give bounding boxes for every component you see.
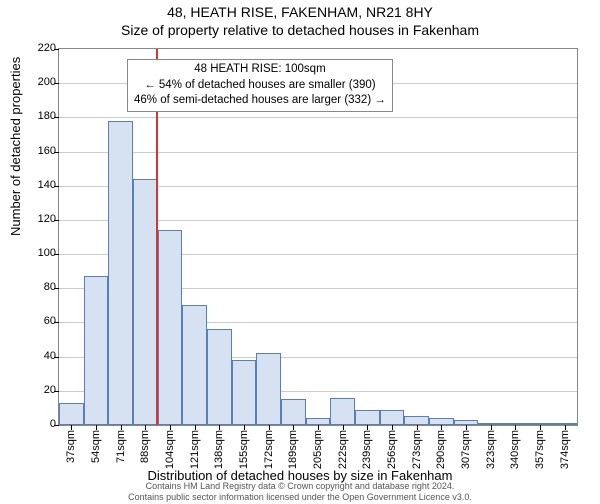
x-tick-label: 222sqm [337, 430, 349, 469]
histogram-bar [355, 410, 380, 425]
y-tick-label: 20 [26, 384, 56, 396]
histogram-bar [108, 121, 133, 425]
footer-line2: Contains public sector information licen… [0, 492, 600, 502]
histogram-bar [281, 399, 306, 425]
x-tick-label: 256sqm [386, 430, 398, 469]
grid-line [59, 152, 577, 153]
y-tick-label: 120 [26, 213, 56, 225]
x-tick-label: 189sqm [287, 430, 299, 469]
x-tick-label: 121sqm [189, 430, 201, 469]
annotation-line1: 48 HEATH RISE: 100sqm [134, 62, 386, 78]
footer-attribution: Contains HM Land Registry data © Crown c… [0, 481, 600, 502]
histogram-bar [207, 329, 232, 425]
y-tick-label: 180 [26, 110, 56, 122]
x-tick-label: 290sqm [435, 430, 447, 469]
x-tick-label: 71sqm [115, 430, 127, 463]
histogram-bar [429, 418, 454, 425]
x-tick-label: 340sqm [509, 430, 521, 469]
histogram-bar [182, 305, 207, 425]
histogram-bar [158, 230, 183, 425]
x-tick-label: 155sqm [238, 430, 250, 469]
histogram-bar [232, 360, 257, 425]
chart-plot-area: 37sqm54sqm71sqm88sqm104sqm121sqm138sqm15… [58, 48, 578, 426]
y-tick-label: 0 [26, 418, 56, 430]
y-tick-label: 40 [26, 350, 56, 362]
y-axis-label: Number of detached properties [8, 57, 23, 236]
annotation-line2: ← 54% of detached houses are smaller (39… [134, 78, 386, 94]
histogram-bar [133, 179, 158, 425]
x-tick-label: 104sqm [164, 430, 176, 469]
x-tick-label: 239sqm [361, 430, 373, 469]
page-title-sub: Size of property relative to detached ho… [0, 22, 600, 38]
histogram-bar [256, 353, 281, 425]
y-tick-label: 200 [26, 76, 56, 88]
histogram-bar [380, 410, 405, 425]
histogram-bar [59, 403, 84, 425]
x-tick-label: 205sqm [312, 430, 324, 469]
x-tick-label: 54sqm [90, 430, 102, 463]
x-tick-label: 307sqm [460, 430, 472, 469]
x-tick-label: 323sqm [485, 430, 497, 469]
y-tick-label: 160 [26, 145, 56, 157]
x-tick-label: 273sqm [411, 430, 423, 469]
grid-line [59, 117, 577, 118]
page-title-address: 48, HEATH RISE, FAKENHAM, NR21 8HY [0, 4, 600, 20]
histogram-bar [84, 276, 109, 425]
y-tick-label: 100 [26, 247, 56, 259]
x-tick-label: 357sqm [534, 430, 546, 469]
histogram-bar [306, 418, 331, 425]
annotation-line3: 46% of semi-detached houses are larger (… [134, 93, 386, 109]
x-tick-label: 88sqm [139, 430, 151, 463]
y-tick-label: 80 [26, 281, 56, 293]
x-tick-label: 374sqm [559, 430, 571, 469]
y-tick-label: 60 [26, 315, 56, 327]
footer-line1: Contains HM Land Registry data © Crown c… [0, 481, 600, 491]
y-tick-label: 220 [26, 42, 56, 54]
y-tick-label: 140 [26, 179, 56, 191]
x-tick-label: 172sqm [263, 430, 275, 469]
annotation-box: 48 HEATH RISE: 100sqm← 54% of detached h… [127, 59, 393, 112]
histogram-bar [404, 416, 429, 425]
x-tick-label: 138sqm [213, 430, 225, 469]
histogram-bar [330, 398, 355, 425]
x-tick-label: 37sqm [65, 430, 77, 463]
